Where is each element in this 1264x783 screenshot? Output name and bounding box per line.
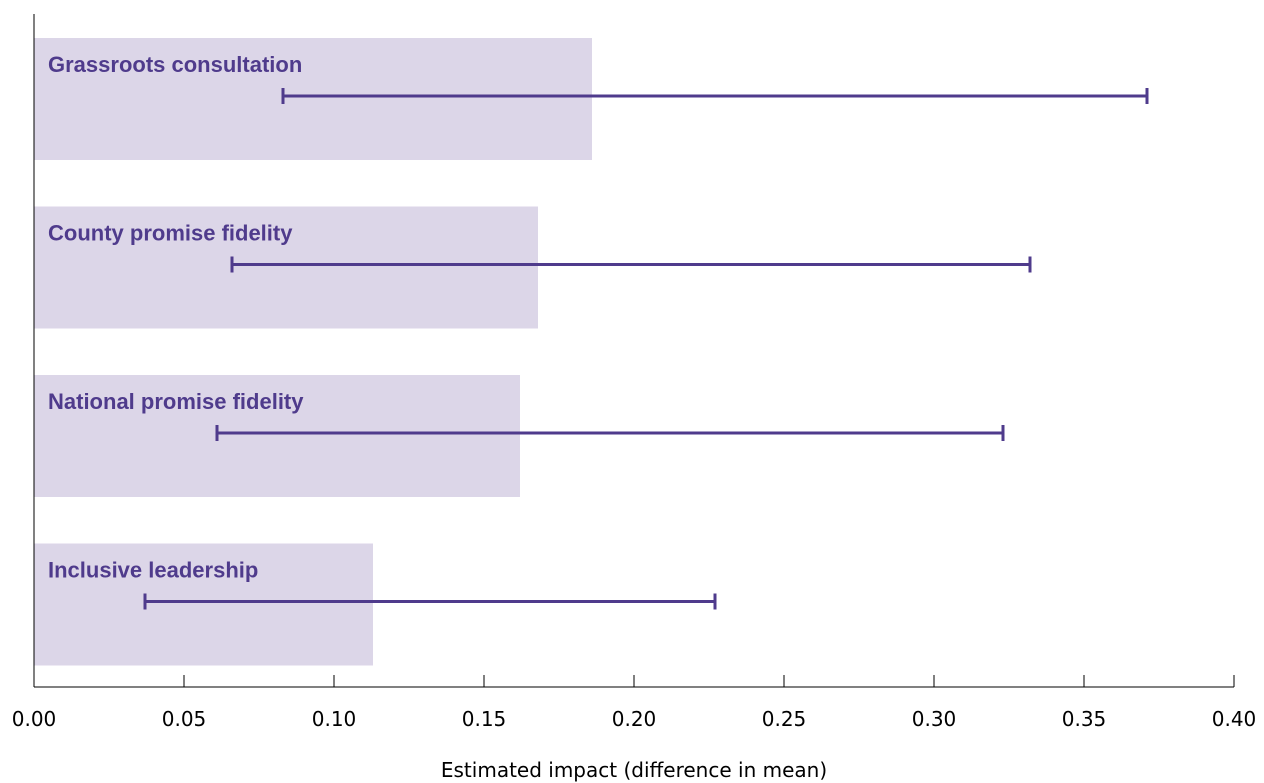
x-tick-label: 0.10 xyxy=(312,707,357,731)
x-tick-label: 0.00 xyxy=(12,707,57,731)
bar-label-grassroots-consultation: Grassroots consultation xyxy=(48,52,302,77)
bar-label-national-promise-fidelity: National promise fidelity xyxy=(48,389,304,414)
x-tick-label: 0.25 xyxy=(762,707,807,731)
bar-labels-layer: Grassroots consultation County promise fi… xyxy=(48,52,304,583)
error-bars-layer xyxy=(143,88,1149,610)
bar-county-promise-fidelity xyxy=(34,206,538,329)
x-tick-label: 0.35 xyxy=(1062,707,1107,731)
x-axis-title: Estimated impact (difference in mean) xyxy=(441,758,827,782)
bar-inclusive-leadership xyxy=(34,543,373,666)
bar-label-inclusive-leadership: Inclusive leadership xyxy=(48,558,258,583)
bar-grassroots-consultation xyxy=(34,38,592,160)
x-tick-label: 0.40 xyxy=(1212,707,1257,731)
bar-national-promise-fidelity xyxy=(34,375,520,497)
bars-layer xyxy=(34,38,592,666)
x-tick-label: 0.20 xyxy=(612,707,657,731)
x-tick-label: 0.05 xyxy=(162,707,207,731)
x-tick-label: 0.30 xyxy=(912,707,957,731)
x-axis-ticks: 0.00 0.05 0.10 0.15 0.20 0.25 0.30 0.35 0.40 xyxy=(12,675,1257,731)
x-tick-label: 0.15 xyxy=(462,707,507,731)
bar-label-county-promise-fidelity: County promise fidelity xyxy=(48,221,293,246)
